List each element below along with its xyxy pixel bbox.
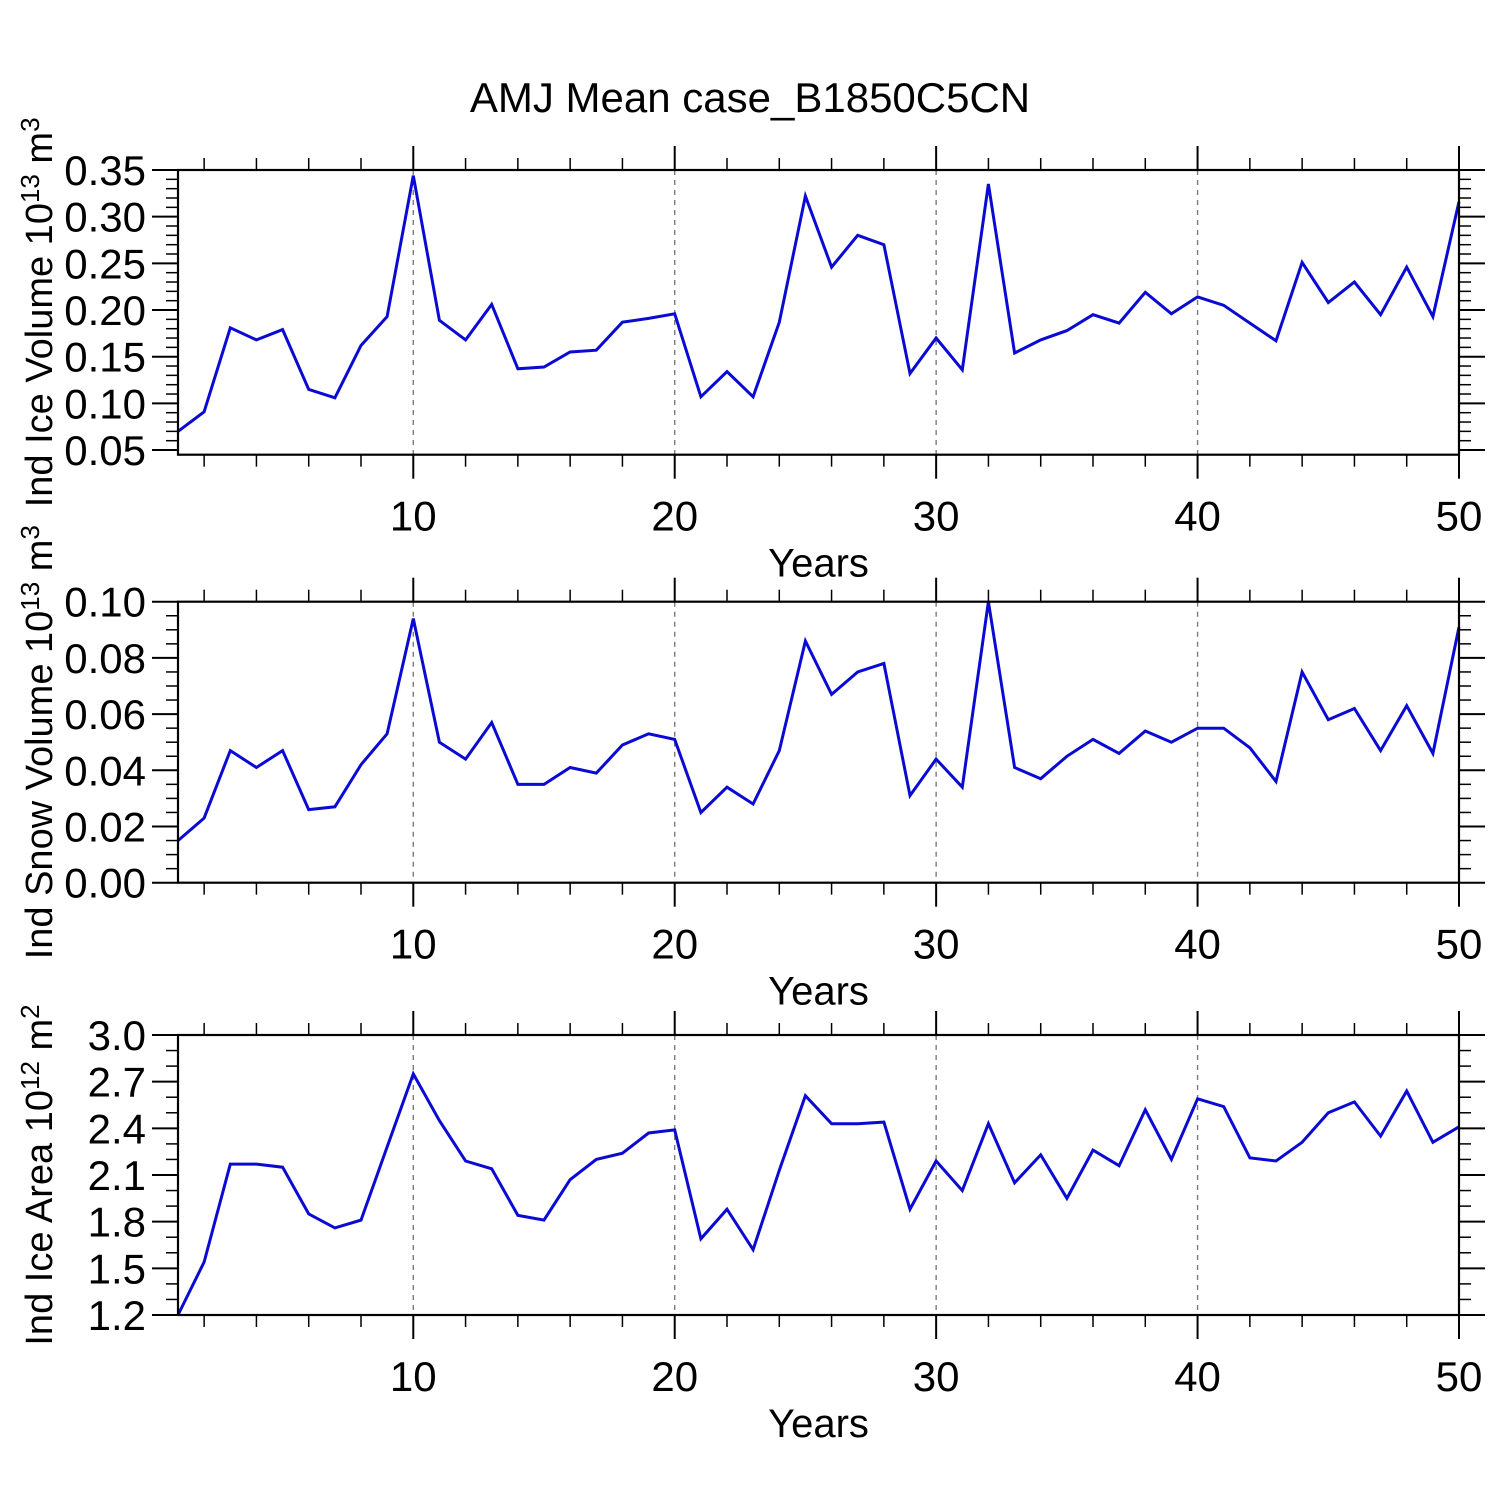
x-tick-label: 10	[390, 493, 437, 540]
y-axis-title: Ind Ice Volume 1013​ m3​	[15, 117, 61, 507]
y-tick-label: 1.5	[88, 1245, 146, 1292]
x-tick-label: 20	[651, 1353, 698, 1400]
y-tick-label: 0.05	[64, 427, 146, 474]
y-tick-label: 0.35	[64, 147, 146, 194]
plot-frame	[176, 600, 1461, 884]
series-line	[177, 175, 1461, 433]
y-tick-label: 0.02	[64, 804, 146, 851]
y-tick-label: 0.25	[64, 240, 146, 287]
series-line	[176, 1070, 1460, 1316]
y-tick-label: 0.08	[64, 635, 146, 682]
y-tick-label: 0.30	[64, 194, 146, 241]
plot-frame	[176, 168, 1461, 456]
x-tick-label: 40	[1174, 493, 1221, 540]
x-tick-label: 30	[913, 1353, 960, 1400]
y-tick-label: 0.10	[64, 579, 146, 626]
y-tick-label: 2.4	[88, 1105, 146, 1152]
y-tick-label: 2.1	[88, 1152, 146, 1199]
x-axis-title: Years	[768, 970, 869, 1014]
y-tick-label: 1.8	[88, 1199, 146, 1246]
y-tick-label: 0.06	[64, 691, 146, 738]
y-tick-label: 0.20	[64, 287, 146, 334]
y-tick-label: 1.2	[88, 1292, 146, 1339]
page-title: AMJ Mean case_B1850C5CN	[470, 74, 1030, 121]
x-tick-label: 10	[390, 1353, 437, 1400]
x-axis-title: Years	[768, 1402, 869, 1446]
y-tick-label: 0.00	[64, 860, 146, 907]
x-tick-label: 40	[1174, 1353, 1221, 1400]
x-tick-label: 50	[1436, 1353, 1483, 1400]
x-tick-label: 40	[1174, 921, 1221, 968]
panel-ind-ice-volume: 10 20 30 40 50 0.050.100.150.200.250.300.35 Ye…	[15, 117, 1485, 586]
panel-ind-ice-area: 10 20 30 40 50 1.21.51.82.12.42.73.0 Years Ind …	[15, 1004, 1485, 1446]
y-axis-title: Ind Ice Area 1012​ m2​	[15, 1004, 61, 1345]
panel-ind-snow-volume: 10 20 30 40 50 0.00 0.02 0.04 0.06 0.08 0.10 Years I…	[15, 525, 1485, 1014]
x-tick-label: 30	[913, 493, 960, 540]
x-tick-label: 20	[651, 493, 698, 540]
y-tick-label: 2.7	[88, 1059, 146, 1106]
x-tick-label: 10	[390, 921, 437, 968]
x-axis-title: Years	[768, 542, 869, 586]
x-tick-label: 20	[651, 921, 698, 968]
plot-frame	[176, 1033, 1461, 1317]
x-tick-label: 30	[913, 921, 960, 968]
y-tick-label: 3.0	[88, 1012, 146, 1059]
y-tick-label: 0.15	[64, 334, 146, 381]
series-line	[177, 601, 1461, 842]
x-tick-label: 50	[1436, 493, 1483, 540]
y-axis-title: Ind Snow Volume 1013​ m3​	[15, 525, 61, 959]
y-tick-label: 0.10	[64, 380, 146, 427]
x-tick-label: 50	[1436, 921, 1483, 968]
y-tick-label: 0.04	[64, 747, 146, 794]
